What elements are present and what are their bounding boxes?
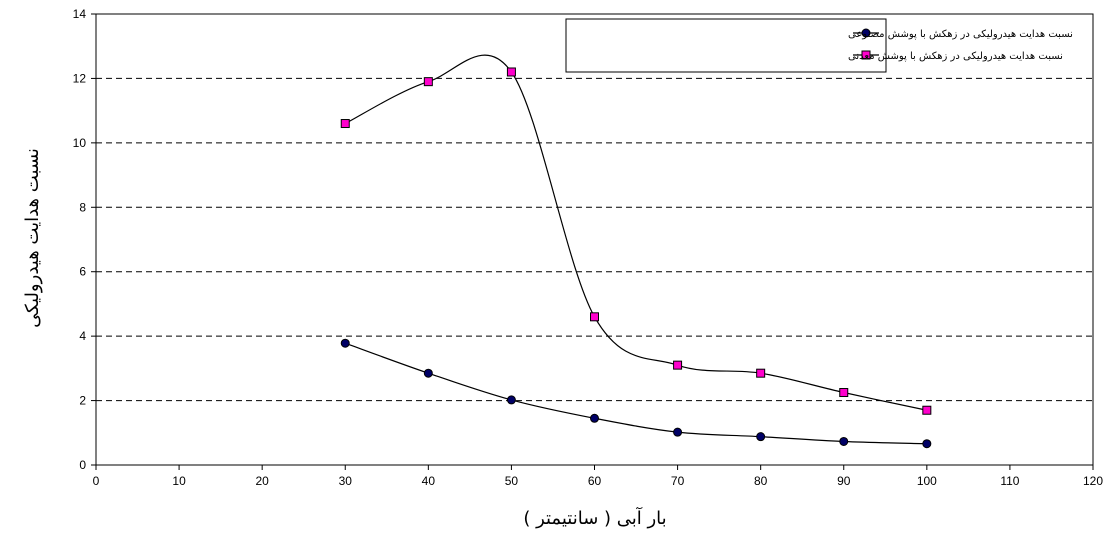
y-tick-label: 14: [73, 7, 87, 21]
legend: نسبت هدایت هیدرولیکی در زهکش با پوشش مصن…: [565, 18, 1073, 73]
gridlines: [96, 77, 1093, 402]
series-1: [340, 338, 932, 449]
x-tick-label: 10: [172, 474, 186, 488]
x-tick-label: 100: [917, 474, 937, 488]
plot-area: [95, 13, 1094, 466]
x-tick-label: 110: [1000, 474, 1019, 488]
x-tick-label: 30: [339, 474, 353, 488]
y-tick-label: 4: [79, 329, 86, 343]
y-tick-label: 12: [73, 71, 87, 85]
x-tick-label: 80: [754, 474, 768, 488]
y-tick-label: 0: [79, 458, 86, 472]
series-1-point: [590, 413, 599, 423]
y-tick-labels: 0 2 4 6 8 10 12 14: [73, 7, 96, 472]
legend-marker-2: [861, 50, 871, 60]
y-axis-label: نسبت هدایت هیدرولیکی: [22, 148, 43, 328]
series-1-point: [506, 395, 516, 405]
series-2-point: [756, 368, 766, 378]
series-2-point: [506, 67, 516, 77]
x-tick-label: 70: [671, 474, 685, 488]
x-tick-label: 90: [837, 474, 851, 488]
x-tick-label: 40: [422, 474, 436, 488]
series-group: [340, 54, 932, 449]
y-tick-label: 6: [79, 265, 86, 279]
series-1-point: [839, 436, 849, 446]
legend-label-2: نسبت هدایت هیدرولیکی در زهکش با پوشش معد…: [848, 51, 1063, 62]
series-1-point: [423, 368, 433, 378]
x-tick-labels: 0 10 20 30 40 50 60 70 80 90 100 110 120: [93, 465, 1103, 488]
series-2-point: [340, 119, 350, 129]
series-1-point: [922, 439, 932, 449]
series-2-point: [673, 360, 683, 370]
legend-label-1: نسبت هدایت هیدرولیکی در زهکش با پوشش مصن…: [848, 29, 1073, 40]
series-2-point: [423, 77, 433, 87]
y-tick-label: 8: [79, 200, 86, 214]
y-tick-label: 2: [79, 394, 86, 408]
series-1-point: [673, 427, 683, 437]
series-2-point: [922, 405, 932, 415]
x-tick-label: 20: [255, 474, 269, 488]
series-2-point: [839, 388, 849, 398]
x-tick-label: 0: [93, 474, 100, 488]
series-2-line: [344, 54, 927, 411]
axes: [95, 13, 1094, 466]
x-tick-label: 50: [505, 474, 519, 488]
y-tick-label: 10: [73, 136, 87, 150]
series-1-point: [756, 432, 766, 442]
series-2: [340, 54, 932, 415]
legend-box: [565, 18, 887, 73]
series-2-point: [590, 312, 599, 322]
series-1-line: [345, 342, 927, 445]
series-1-point: [340, 338, 350, 348]
x-axis-label: بار آبی ( سانتیمتر ): [523, 506, 666, 529]
legend-marker-1: [861, 28, 871, 38]
x-tick-label: 120: [1083, 474, 1103, 488]
x-tick-label: 60: [588, 474, 602, 488]
